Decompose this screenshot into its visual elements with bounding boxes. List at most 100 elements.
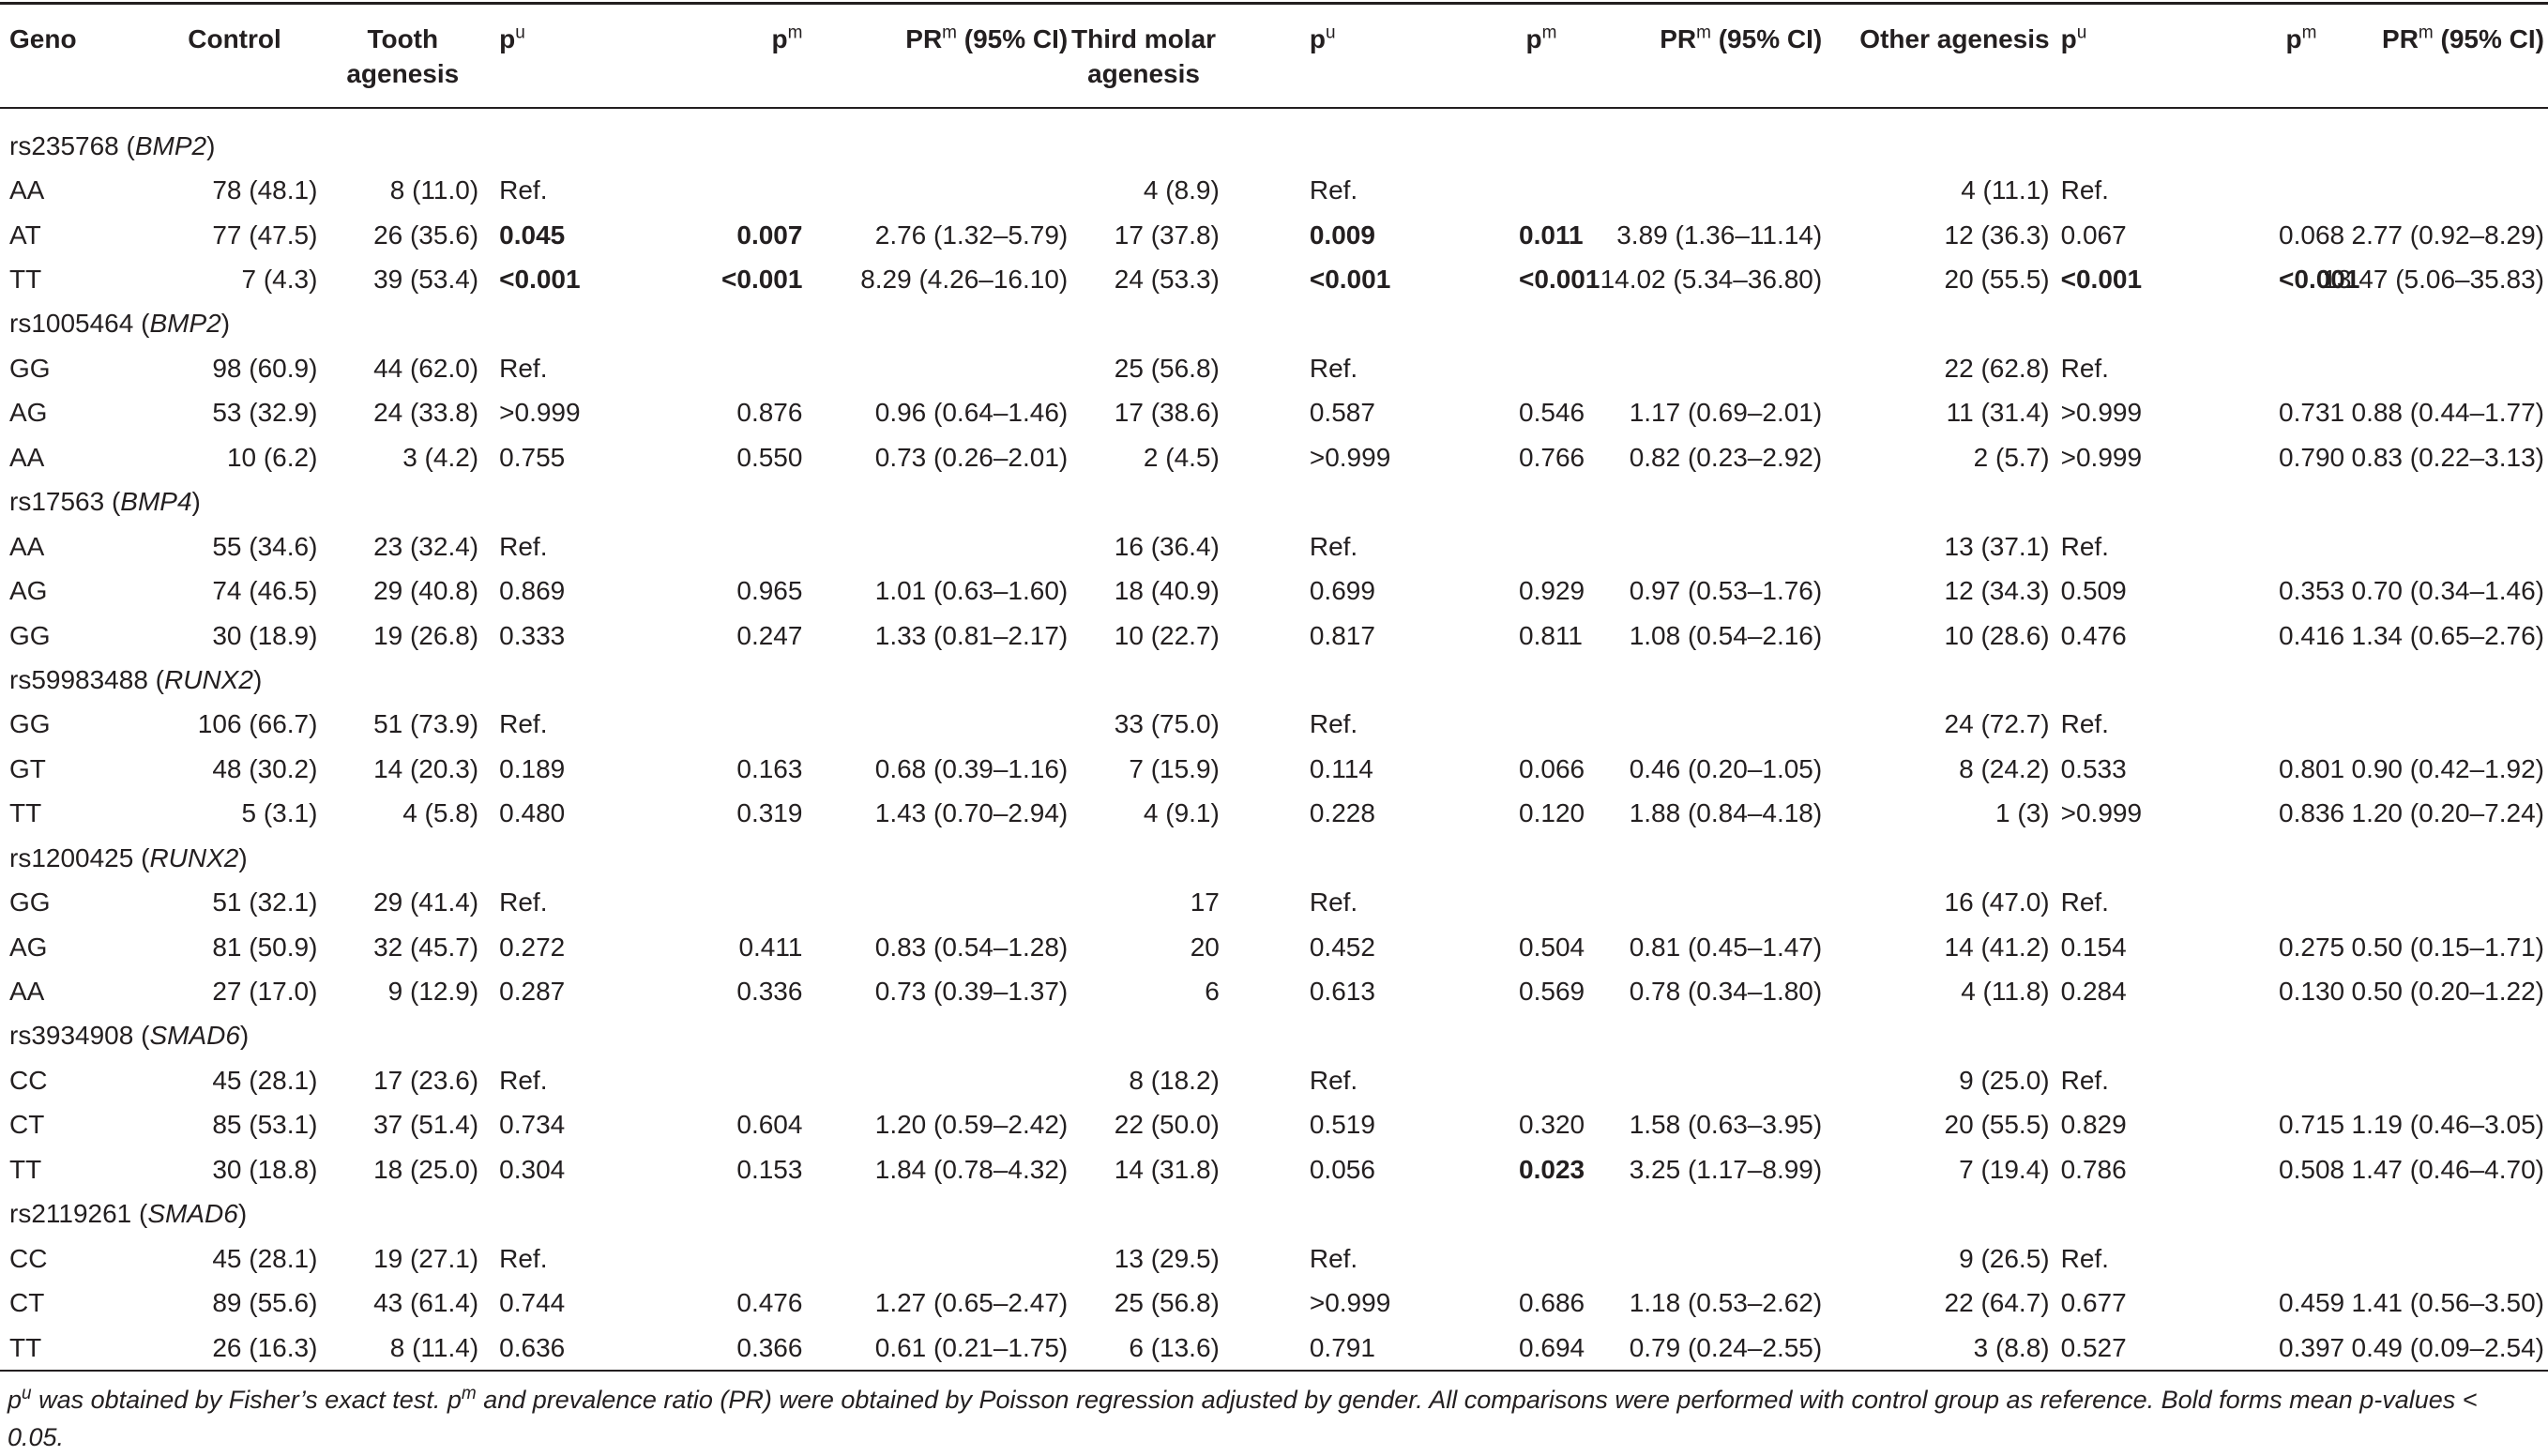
table-body: rs235768 (BMP2) AA 78 (48.1) 8 (11.0) Ref. 4 … — [0, 124, 2548, 1370]
gene-name: SMAD6 — [149, 1021, 240, 1051]
cell-control: 89 (55.6) — [212, 1288, 318, 1318]
cell-other: 2 (5.7) — [1973, 442, 2050, 472]
cell-tooth: 26 (35.6) — [373, 220, 479, 250]
cell-pr1 — [802, 168, 1068, 212]
cell-other: 12 (34.3) — [1944, 576, 2050, 606]
cell-pm2 — [1519, 1058, 1556, 1102]
cell-third: 22 (50.0) — [1114, 1110, 1220, 1140]
cell-pm3: 0.731 — [2279, 398, 2345, 428]
cell-pu3: 0.527 — [2060, 1332, 2127, 1362]
cell-tooth: 23 (32.4) — [373, 531, 479, 561]
cell-pr3: 0.88 (0.44–1.77) — [2351, 398, 2545, 428]
cell-other: 22 (64.7) — [1944, 1288, 2050, 1318]
snp-group-row: rs235768 (BMP2) — [0, 124, 2548, 168]
snp-label: rs235768 (BMP2) — [0, 124, 2548, 168]
header-tooth-line1: Tooth — [367, 24, 439, 53]
cell-pr2 — [1556, 880, 1822, 924]
cell-pr2: 1.58 (0.63–3.95) — [1629, 1110, 1823, 1140]
snp-group-row: rs17563 (BMP4) — [0, 480, 2548, 524]
cell-other: 13 (37.1) — [1944, 531, 2050, 561]
cell-pu3: <0.001 — [2060, 265, 2143, 295]
cell-third: 25 (56.8) — [1114, 1288, 1220, 1318]
cell-pm3: 0.275 — [2279, 932, 2345, 962]
table-row: CC 45 (28.1) 17 (23.6) Ref. 8 (18.2) Ref. 9 (2… — [0, 1058, 2548, 1102]
cell-pr2 — [1556, 1058, 1822, 1102]
cell-pm2: 0.504 — [1519, 932, 1585, 962]
cell-pm1 — [698, 703, 802, 747]
cell-geno: TT — [9, 1154, 42, 1184]
cell-third: 18 (40.9) — [1114, 576, 1220, 606]
cell-pu3: Ref. — [2060, 1065, 2109, 1095]
cell-pr3: 1.19 (0.46–3.05) — [2351, 1110, 2545, 1140]
cell-pm1: <0.001 — [721, 265, 803, 295]
cell-pm1: 0.319 — [736, 798, 803, 828]
cell-pu1: Ref. — [499, 531, 548, 561]
cell-pu2: 0.114 — [1309, 753, 1373, 783]
gene-name: SMAD6 — [147, 1199, 238, 1229]
cell-pu3: 0.786 — [2060, 1154, 2127, 1184]
cell-pm3 — [2279, 1058, 2316, 1102]
cell-pu3: 0.677 — [2060, 1288, 2127, 1318]
footnote-text-1: was obtained by Fisher’s exact test. — [31, 1386, 447, 1414]
cell-geno: AA — [9, 175, 45, 205]
cell-third: 14 (31.8) — [1114, 1154, 1220, 1184]
cell-pm2: 0.686 — [1519, 1288, 1585, 1318]
cell-third: 17 (37.8) — [1114, 220, 1220, 250]
cell-pm3 — [2279, 1236, 2316, 1281]
cell-pm3: 0.715 — [2279, 1110, 2345, 1140]
cell-tooth: 44 (62.0) — [373, 353, 479, 383]
cell-pm2 — [1519, 880, 1556, 924]
cell-pr3: 1.41 (0.56–3.50) — [2351, 1288, 2545, 1318]
cell-pr2: 0.78 (0.34–1.80) — [1629, 977, 1823, 1007]
cell-pr3: 2.77 (0.92–8.29) — [2351, 220, 2545, 250]
cell-pr1: 0.61 (0.21–1.75) — [874, 1332, 1069, 1362]
header-pr-third: PRm (95% CI) — [1556, 5, 1822, 124]
cell-pu3: 0.533 — [2060, 753, 2127, 783]
header-control-text: Control — [188, 24, 281, 53]
cell-pm2: 0.066 — [1519, 753, 1585, 783]
cell-pr1: 2.76 (1.32–5.79) — [874, 220, 1069, 250]
cell-pr2: 1.18 (0.53–2.62) — [1629, 1288, 1823, 1318]
cell-other: 20 (55.5) — [1944, 1110, 2050, 1140]
cell-pm3: <0.001 — [2279, 265, 2360, 295]
snp-open-paren: ( — [118, 130, 135, 160]
cell-pu2: Ref. — [1309, 175, 1358, 205]
cell-control: 45 (28.1) — [212, 1065, 318, 1095]
cell-pu3: 0.476 — [2060, 620, 2127, 650]
header-geno-text: Geno — [9, 24, 77, 53]
cell-pu2: 0.699 — [1309, 576, 1375, 606]
footnote-pu-base: p — [8, 1386, 23, 1414]
cell-pr2: 0.46 (0.20–1.05) — [1629, 753, 1823, 783]
cell-tooth: 19 (26.8) — [373, 620, 479, 650]
cell-control: 7 (4.3) — [241, 265, 318, 295]
cell-other: 4 (11.1) — [1961, 175, 2050, 205]
cell-pr3: 0.49 (0.09–2.54) — [2351, 1332, 2545, 1362]
table-row: CC 45 (28.1) 19 (27.1) Ref. 13 (29.5) Ref. 9 (… — [0, 1236, 2548, 1281]
snp-label: rs3934908 (SMAD6) — [0, 1014, 2548, 1058]
cell-pu1: Ref. — [499, 353, 548, 383]
cell-pm1: 0.411 — [738, 932, 803, 962]
cell-pm3: 0.790 — [2279, 442, 2345, 472]
cell-pu1: 0.189 — [499, 753, 566, 783]
cell-tooth: 3 (4.2) — [402, 442, 479, 472]
cell-pm3 — [2279, 524, 2316, 569]
table-header: Geno Control Tooth agenesis pu pm PRm (95… — [0, 5, 2548, 124]
cell-pu1: 0.045 — [499, 220, 566, 250]
cell-pr1: 8.29 (4.26–16.10) — [860, 265, 1069, 295]
cell-pu2: Ref. — [1309, 709, 1358, 739]
cell-pr3: 1.20 (0.20–7.24) — [2351, 798, 2545, 828]
cell-other: 9 (26.5) — [1959, 1243, 2050, 1273]
snp-close-paren: ) — [238, 842, 248, 872]
table-row: AA 27 (17.0) 9 (12.9) 0.287 0.336 0.73 (0.39–… — [0, 969, 2548, 1013]
cell-pr3 — [2316, 524, 2548, 569]
cell-pu2: Ref. — [1309, 1243, 1358, 1273]
cell-control: 10 (6.2) — [226, 442, 318, 472]
cell-pr2: 1.17 (0.69–2.01) — [1629, 398, 1823, 428]
cell-pr1: 1.33 (0.81–2.17) — [874, 620, 1069, 650]
snp-id: rs3934908 — [9, 1021, 134, 1051]
header-control: Control — [152, 5, 327, 124]
cell-pu2: 0.519 — [1309, 1110, 1375, 1140]
header-pr-base: PR — [905, 24, 943, 53]
header-pr-sup: m — [2418, 23, 2434, 43]
cell-pm3: 0.508 — [2279, 1154, 2345, 1184]
